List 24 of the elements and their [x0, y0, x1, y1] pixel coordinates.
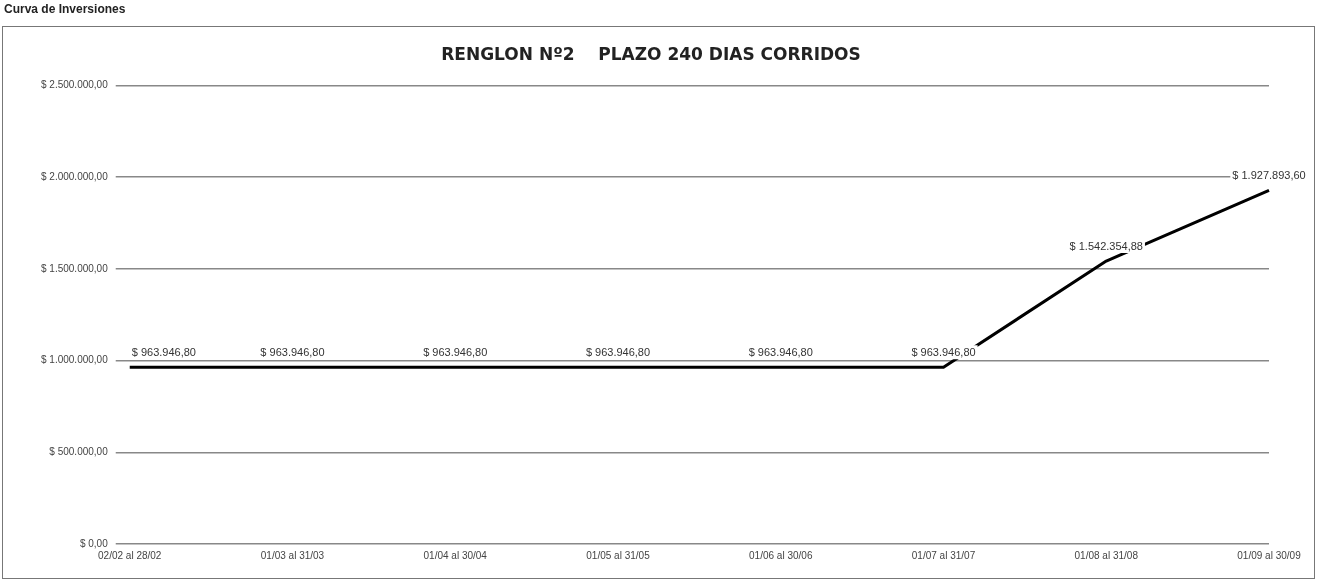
x-tick-label: 01/03 al 31/03: [260, 549, 325, 561]
data-label: $ 963.946,80: [423, 345, 488, 358]
chart-title: RENGLON Nº2 PLAZO 240 DIAS CORRIDOS: [441, 43, 861, 64]
data-label: $ 1.927.893,60: [1232, 168, 1306, 181]
y-tick-label: $ 500.000,00: [49, 446, 109, 458]
x-tick-label: 01/07 al 31/07: [911, 549, 976, 561]
y-tick-label: $ 1.500.000,00: [40, 262, 109, 274]
x-tick-label: 01/08 al 31/08: [1074, 549, 1139, 561]
y-tick-label: $ 1.000.000,00: [40, 354, 109, 366]
y-tick-label: $ 2.000.000,00: [40, 170, 109, 182]
y-tick-label: $ 0,00: [79, 537, 109, 549]
x-tick-label: 01/09 al 30/09: [1237, 549, 1302, 561]
data-label: $ 1.542.354,88: [1069, 239, 1143, 252]
data-label: $ 963.946,80: [585, 345, 651, 358]
x-tick-label: 01/04 al 30/04: [423, 549, 488, 561]
data-label: $ 963.946,80: [748, 345, 813, 358]
x-tick-label: 01/06 al 30/06: [749, 549, 813, 561]
x-tick-label: 01/05 al 31/05: [586, 549, 651, 561]
y-tick-label: $ 2.500.000,00: [40, 79, 109, 91]
data-label: $ 963.946,80: [911, 345, 976, 358]
data-label: $ 963.946,80: [260, 345, 325, 358]
text: Curva de Inversiones: [4, 2, 126, 16]
data-label: $ 963.946,80: [131, 345, 196, 358]
x-tick-label: 02/02 al 28/02: [98, 549, 162, 561]
